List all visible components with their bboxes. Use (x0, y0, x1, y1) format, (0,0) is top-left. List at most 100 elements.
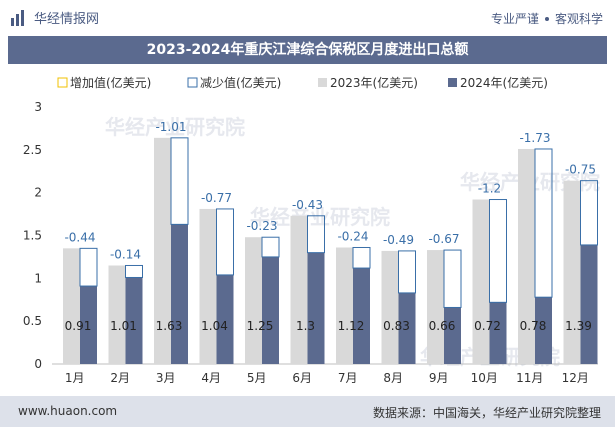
x-tick-label: 11月 (516, 371, 543, 385)
value-label-2024: 0.83 (383, 319, 410, 333)
legend-swatch-2024 (448, 78, 457, 87)
slogan-right: 客观科学 (554, 12, 603, 26)
x-tick-label: 12月 (562, 371, 589, 385)
footer-source: 数据来源：中国海关，华经产业研究院整理 (372, 406, 601, 420)
watermark-text: 华经产业研究院 (105, 115, 245, 139)
legend-swatch-2023 (318, 78, 327, 87)
bar-2024 (398, 292, 416, 364)
value-label-2024: 1.25 (247, 319, 274, 333)
x-tick-label: 2月 (110, 371, 130, 385)
y-tick-label: 0 (34, 357, 42, 371)
y-tick-label: 3 (34, 100, 42, 114)
legend-label: 2024年(亿美元) (460, 75, 548, 90)
value-label-2024: 0.72 (474, 319, 501, 333)
top-bar: 华经情报网 专业严谨 客观科学 (0, 0, 615, 36)
bar-2023 (518, 148, 535, 364)
bars (63, 137, 598, 364)
y-tick-label: 1.5 (23, 229, 42, 243)
bar-decrease-outline (489, 199, 507, 303)
legend: 增加值(亿美元) 减少值(亿美元) 2023年(亿美元) 2024年(亿美元) (57, 75, 548, 90)
bar-2023 (245, 237, 262, 364)
slogan-left: 专业严谨 (490, 12, 539, 26)
bar-2024 (444, 307, 461, 364)
change-label: -0.77 (201, 191, 232, 205)
axes: 0 0.5 1 1.5 2 2.5 3 1月 2月 3月 4月 5月 6月 7月 8月 9月 10月 11月 12月 (23, 100, 598, 385)
bar-2023 (563, 180, 581, 364)
value-label-2024: 1.3 (296, 319, 315, 333)
change-label: -1.73 (519, 131, 550, 145)
bar-decrease-outline (79, 247, 98, 287)
bar-decrease-outline (398, 250, 416, 294)
bar-decrease-outline (170, 137, 189, 225)
labels: -0.44 0.91 -0.14 1.01 -1.01 1.63 -0.77 1.04 -0.2… (64, 120, 596, 333)
bar-2023 (108, 265, 126, 364)
value-label-2024: 0.91 (65, 319, 92, 333)
logo-text: 华经情报网 (34, 12, 100, 27)
x-tick-label: 3月 (156, 371, 176, 385)
bar-decrease-outline (534, 148, 553, 298)
change-label: -0.75 (565, 163, 596, 177)
change-label: -0.23 (246, 219, 277, 233)
bar-2024 (307, 252, 325, 364)
bar-2024 (262, 256, 279, 364)
y-tick-label: 0.5 (23, 314, 42, 328)
bar-2023 (427, 250, 444, 364)
bar-2024 (535, 297, 552, 364)
y-tick-label: 1 (34, 271, 42, 285)
bar-decrease-outline (216, 208, 234, 276)
logo-icon (11, 9, 24, 26)
chart-title: 2023-2024年重庆江津综合保税区月度进出口总额 (8, 36, 607, 64)
bar-2023 (154, 137, 171, 364)
change-label: -0.44 (64, 230, 95, 244)
bar-decrease-outline (580, 180, 598, 246)
bar-2024 (125, 277, 143, 364)
footer: www.huaon.com 数据来源：中国海关，华经产业研究院整理 (0, 396, 615, 427)
slogan-dot-icon (544, 16, 549, 21)
bar-2023 (381, 250, 399, 364)
x-tick-label: 6月 (292, 371, 312, 385)
logo: 华经情报网 (10, 8, 99, 27)
value-label-2024: 1.12 (338, 319, 365, 333)
bar-decrease-outline (307, 215, 325, 254)
legend-label: 2023年(亿美元) (330, 75, 418, 90)
value-label-2024: 1.01 (110, 319, 137, 333)
value-label-2024: 1.04 (201, 319, 228, 333)
bar-2024 (580, 244, 598, 364)
change-label: -0.43 (292, 198, 323, 212)
change-label: -0.67 (428, 232, 459, 246)
watermark-text: 华经产业研究院 (250, 205, 390, 229)
y-tick-label: 2 (34, 186, 42, 200)
footer-website: www.huaon.com (18, 404, 118, 418)
y-tick-label: 2.5 (23, 143, 42, 157)
bar-decrease-outline (125, 264, 143, 278)
chart: 华经产业研究院华经产业研究院华经产业研究院华经产业研究院 增加值(亿美元)减少值… (23, 75, 600, 385)
legend-swatch-increase (57, 77, 68, 88)
x-tick-label: 4月 (201, 371, 221, 385)
change-label: -1.01 (155, 120, 186, 134)
bar-2024 (353, 268, 370, 364)
change-label: -0.14 (110, 247, 141, 261)
x-tick-label: 9月 (429, 371, 449, 385)
bar-2024 (216, 274, 234, 364)
bar-2023 (199, 208, 217, 364)
bar-2023 (63, 248, 80, 364)
bar-decrease-outline (443, 249, 462, 308)
x-tick-label: 7月 (338, 371, 358, 385)
change-label: -0.49 (383, 233, 414, 247)
x-tick-label: 10月 (471, 371, 498, 385)
bar-decrease-outline (261, 236, 280, 258)
slogan: 专业严谨 客观科学 (491, 10, 603, 27)
x-tick-label: 5月 (247, 371, 267, 385)
value-label-2024: 1.39 (565, 319, 592, 333)
bar-2024 (171, 224, 188, 364)
legend-label: 增加值(亿美元) (70, 75, 151, 90)
bar-decrease-outline (352, 246, 371, 269)
legend-label: 减少值(亿美元) (200, 75, 281, 90)
value-label-2024: 1.63 (156, 319, 183, 333)
bar-2024 (489, 302, 507, 364)
value-label-2024: 0.78 (520, 319, 547, 333)
bar-2024 (80, 286, 97, 364)
change-label: -1.2 (478, 182, 501, 196)
bar-2023 (336, 247, 353, 364)
legend-swatch-decrease (187, 77, 198, 88)
